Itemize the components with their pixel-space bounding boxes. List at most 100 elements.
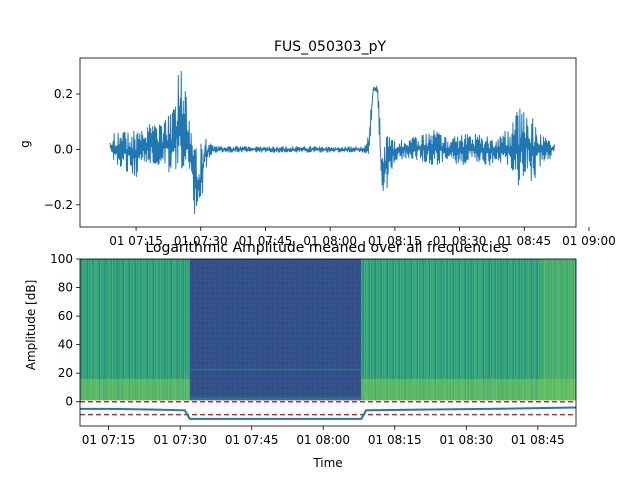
heatmap-streak [453, 259, 454, 401]
heatmap-streak [542, 259, 544, 401]
heatmap-streak [121, 259, 123, 401]
bottom-y-tick-label: 0 [65, 395, 73, 409]
heatmap-streak [404, 259, 406, 401]
bottom-y-axis-label: Amplitude [dB] [24, 280, 38, 371]
spectrogram-heatmap [80, 259, 576, 401]
heatmap-streak [461, 259, 462, 401]
heatmap-streak [114, 259, 116, 401]
heatmap-active-band [80, 259, 190, 401]
signal-line [109, 70, 555, 215]
heatmap-streak [572, 259, 574, 401]
heatmap-streak [184, 259, 186, 401]
heatmap-streak [132, 259, 134, 401]
top-x-tick-label: 01 08:15 [368, 234, 422, 248]
bottom-x-tick-label: 01 08:15 [368, 433, 422, 447]
heatmap-streak [553, 259, 555, 401]
heatmap-streak [129, 259, 131, 401]
heatmap-streak [401, 259, 403, 401]
heatmap-streak [472, 259, 474, 401]
heatmap-streak [173, 259, 175, 401]
heatmap-streak [441, 259, 443, 401]
heatmap-streak [143, 259, 145, 401]
top-x-tick-label: 01 08:30 [433, 234, 487, 248]
heatmap-streak [155, 259, 157, 401]
mean-amplitude-line [80, 406, 576, 420]
heatmap-streak [393, 259, 395, 401]
bottom-x-tick-label: 01 08:30 [439, 433, 493, 447]
heatmap-quiet-band [189, 259, 362, 401]
heatmap-streak [419, 259, 421, 401]
bottom-y-tick-label: 60 [58, 309, 73, 323]
heatmap-streak [117, 259, 119, 401]
top-y-tick-label: −0.2 [44, 198, 73, 212]
heatmap-streak [476, 259, 478, 401]
heatmap-streak [527, 259, 529, 401]
heatmap-streak [80, 259, 82, 401]
top-x-tick-label: 01 07:30 [174, 234, 228, 248]
heatmap-streak [386, 259, 388, 401]
heatmap-streak [535, 259, 537, 401]
heatmap-streak [84, 259, 85, 401]
top-y-ticks: −0.2 0.0 0.2 [44, 87, 80, 212]
heatmap-streak [520, 259, 522, 401]
bottom-y-tick-label: 80 [58, 281, 73, 295]
heatmap-streak [539, 259, 541, 401]
bottom-y-tick-label: 40 [58, 338, 73, 352]
top-y-tick-label: 0.0 [54, 142, 73, 156]
heatmap-streak [151, 259, 153, 401]
heatmap-streak [468, 259, 470, 401]
heatmap-streak [110, 259, 112, 401]
heatmap-streak [524, 259, 526, 401]
heatmap-streak [375, 259, 377, 401]
heatmap-streak [177, 259, 179, 401]
heatmap-streak [397, 259, 399, 401]
heatmap-streak [125, 259, 127, 401]
heatmap-streak [550, 259, 552, 401]
heatmap-streak [546, 259, 548, 401]
heatmap-streak [140, 259, 142, 401]
heatmap-streak [154, 259, 156, 401]
top-x-tick-label: 01 07:45 [239, 234, 293, 248]
top-y-tick-label: 0.2 [54, 87, 73, 101]
heatmap-streak [92, 259, 93, 401]
heatmap-streak [162, 259, 164, 401]
heatmap-streak [99, 259, 101, 401]
heatmap-streak [434, 259, 436, 401]
heatmap-streak [364, 259, 366, 401]
heatmap-quiet-line [189, 368, 362, 371]
bottom-x-ticks: 01 07:15 01 07:30 01 07:45 01 08:00 01 08:15… [82, 426, 565, 447]
bottom-x-tick-label: 01 07:45 [225, 433, 279, 447]
heatmap-streak [498, 259, 500, 401]
heatmap-streak [169, 259, 171, 401]
heatmap-streak [412, 259, 414, 401]
top-x-tick-label: 01 08:45 [497, 234, 551, 248]
bottom-x-tick-label: 01 07:15 [82, 433, 136, 447]
heatmap-streak [438, 259, 440, 401]
heatmap-streak [502, 259, 504, 401]
reference-lines [80, 400, 576, 416]
bottom-x-tick-label: 01 08:00 [296, 433, 350, 447]
heatmap-streak [483, 259, 485, 401]
heatmap-streak [509, 259, 511, 401]
heatmap-streak [561, 259, 563, 401]
heatmap-streak [378, 259, 380, 401]
top-x-tick-label: 01 07:15 [109, 234, 163, 248]
heatmap-streak [415, 259, 417, 401]
heatmap-streak [423, 259, 425, 401]
heatmap-streak [490, 259, 492, 401]
top-plot-frame [79, 57, 577, 228]
heatmap-streak [427, 259, 429, 401]
heatmap-streak [106, 259, 108, 401]
heatmap-streak [494, 259, 496, 401]
bottom-y-ticks: 0 20 40 60 80 100 [50, 252, 80, 409]
heatmap-streak [382, 259, 384, 401]
heatmap-active-band [361, 259, 576, 401]
heatmap-streak [118, 259, 120, 401]
top-chart-title: FUS_050303_pY [274, 39, 387, 55]
heatmap-streak [445, 259, 447, 401]
bottom-y-tick-label: 100 [50, 252, 73, 266]
heatmap-streak [408, 259, 410, 401]
heatmap-streak [88, 259, 89, 401]
heatmap-streak [531, 259, 533, 401]
heatmap-streak [505, 259, 507, 401]
